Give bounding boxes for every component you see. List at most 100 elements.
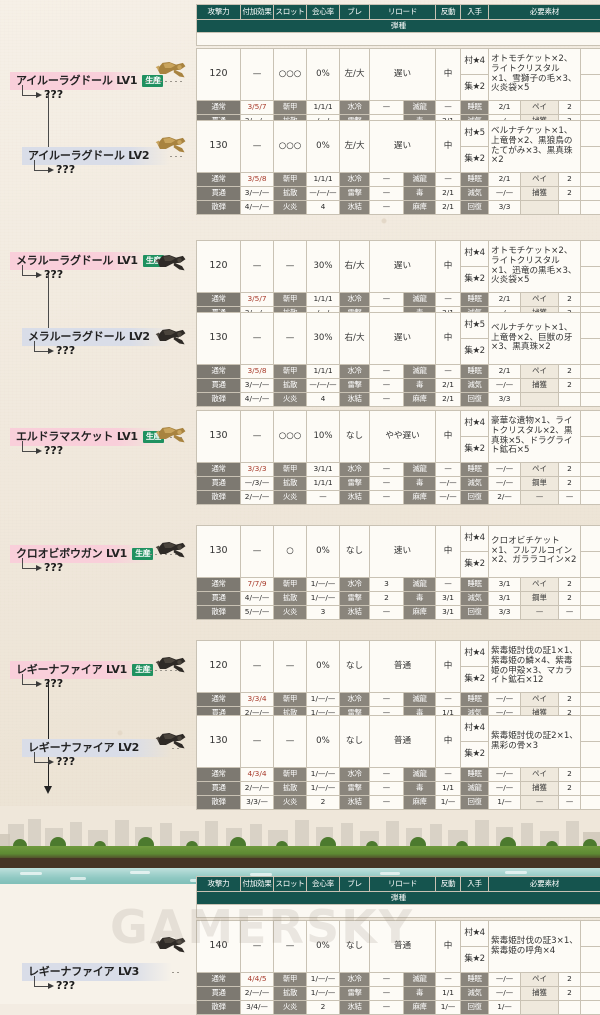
ammo-spacer	[581, 101, 600, 115]
stat-materials: 紫毒姫討伐の証3×1、紫毒姫の呼角×4	[489, 921, 581, 973]
stat-materials: ベルナチケット×1、上竜骨×2、巨獣の牙×3、黒真珠×2	[489, 313, 581, 365]
tree-child-elbow	[34, 976, 48, 987]
stat-obtain-material: —	[581, 339, 600, 365]
ammo-pay-label: —	[521, 796, 559, 810]
ammo-row-2: 散弾 4/—/— 火炎 4 氷結 — 麻痺 2/1 回復 3/3 硬化 1(5)…	[197, 393, 600, 407]
stat-deviation: なし	[340, 526, 370, 578]
tree-arrow-right-icon	[36, 448, 42, 454]
ammo-status-label: 麻痺	[404, 201, 436, 215]
stat-category-material: 龍火竜素材(15)	[581, 921, 600, 947]
ammo-attr-value: —	[370, 393, 404, 407]
ammo-elem-values: —/—/—	[307, 187, 340, 201]
ammo-name: 通常	[197, 173, 241, 187]
stat-rank-village: 村★5	[461, 313, 489, 339]
stat-materials: 紫毒姫討伐の証2×1、黒彩の骨×3	[489, 716, 581, 768]
stat-row: 130 — ○ 0% なし 速い 中 村★4 クロオビチケット×1、フルフルコイ…	[197, 526, 600, 552]
ammo-status2-label: 回復	[461, 796, 489, 810]
ammo-status-label: 滅龍	[404, 693, 436, 707]
tree-arrow-right-icon	[36, 565, 42, 571]
stat-row: 120 — — 0% なし 普通 中 村★4 紫毒姫討伐の証1×1、紫毒姫の鱗×…	[197, 641, 600, 667]
ammo-row-1: 貫通 2/—/— 拡散 1/—/— 雷撃 — 毒 1/1 減気 —/— 捕獲 2…	[197, 987, 600, 1001]
tree-child-unknown: ???	[56, 163, 75, 176]
ammo-attr-value: —	[370, 606, 404, 620]
stat-attack: 120	[197, 641, 241, 693]
stat-materials: クロオビチケット×1、フルフルコイン×2、ガララコイン×2	[489, 526, 581, 578]
tree-leader-line	[172, 972, 182, 973]
stat-reload: 速い	[370, 526, 436, 578]
tree-arrow-down-icon	[44, 786, 52, 794]
ammo-status2-label: 回復	[461, 1001, 489, 1015]
ammo-pay-value: 2	[559, 782, 581, 796]
stat-deviation: 右/大	[340, 241, 370, 293]
ammo-values: 2/—/—	[241, 491, 274, 505]
ammo-elem-values: 1/—/—	[307, 782, 340, 796]
ammo-attr-value: —	[370, 187, 404, 201]
stat-effect: —	[241, 49, 274, 101]
scenery-soil	[0, 858, 600, 868]
ammo-pay-label: ペイ	[521, 973, 559, 987]
weapon-sprite-icon	[154, 130, 188, 156]
ammo-status2-label: 回復	[461, 606, 489, 620]
ammo-status2-label: 回復	[461, 393, 489, 407]
stat-obtain-material: —	[581, 552, 600, 578]
ammo-status-value: 2/1	[436, 393, 461, 407]
tree-child-unknown: ???	[56, 755, 75, 768]
ammo-status2-value: 3/1	[489, 592, 521, 606]
stat-attack: 140	[197, 921, 241, 973]
header-row-2: 弾種 入手素材	[197, 892, 600, 905]
stat-affinity: 0%	[307, 49, 340, 101]
ammo-pay-label	[521, 1001, 559, 1015]
ammo-values: 4/—/—	[241, 592, 274, 606]
ammo-status2-value: 2/1	[489, 365, 521, 379]
stat-rank-village: 村★4	[461, 241, 489, 267]
ammo-elem-values: 3	[307, 606, 340, 620]
ammo-elem-label: 拡散	[274, 592, 307, 606]
ammo-status2-label: 睡眠	[461, 693, 489, 707]
ammo-pay-label: ペイ	[521, 365, 559, 379]
ammo-elem-label: 拡散	[274, 782, 307, 796]
stat-deviation: なし	[340, 411, 370, 463]
ammo-pay-label: ペイ	[521, 173, 559, 187]
stat-effect: —	[241, 526, 274, 578]
stat-rank-village: 村★4	[461, 49, 489, 75]
ammo-elem-label: 斬甲	[274, 293, 307, 307]
stat-deviation: なし	[340, 716, 370, 768]
ammo-status2-value: 3/3	[489, 606, 521, 620]
ammo-spacer	[581, 973, 600, 987]
ammo-status-label: 滅龍	[404, 768, 436, 782]
ammo-values: 4/4/5	[241, 973, 274, 987]
block-wrap-4: 130 — ○○○ 10% なし やや遅い 中 村★4 豪華な遺物×1、ライトク…	[196, 410, 600, 505]
stat-attack: 130	[197, 121, 241, 173]
stat-obtain-material: —	[581, 742, 600, 768]
tree-arrow-right-icon	[36, 92, 42, 98]
stat-affinity: 0%	[307, 921, 340, 973]
stat-category-material: —	[581, 313, 600, 339]
ammo-elem-label: 拡散	[274, 987, 307, 1001]
stat-rank-village: 村★5	[461, 121, 489, 147]
stat-rank-hub: 集★2	[461, 339, 489, 365]
stat-recoil: 中	[436, 49, 461, 101]
ammo-status2-value: —/—	[489, 693, 521, 707]
stat-attack: 120	[197, 49, 241, 101]
ammo-row-1: 貫通 2/—/— 拡散 1/—/— 雷撃 — 毒 1/1 滅龍 —/— 捕獲 2…	[197, 782, 600, 796]
ammo-spacer	[581, 693, 600, 707]
ammo-name: 貫通	[197, 379, 241, 393]
stat-row: 140 — — 0% なし 普通 中 村★4 紫毒姫討伐の証3×1、紫毒姫の呼角…	[197, 921, 600, 947]
tree-child-unknown: ???	[44, 88, 63, 101]
stat-recoil: 中	[436, 411, 461, 463]
tree-leader-line	[145, 81, 182, 82]
header-cell-5: リロード	[370, 877, 436, 892]
ammo-elem-label: 拡散	[274, 477, 307, 491]
ammo-values: 3/3/4	[241, 693, 274, 707]
ammo-status2-label: 減気	[461, 187, 489, 201]
ammo-elem-label: 斬甲	[274, 578, 307, 592]
header-cell-8: 必要素材	[489, 5, 600, 20]
stat-materials: ベルナチケット×1、上竜骨×2、黒狼鳥のたてがみ×3、黒真珠×2	[489, 121, 581, 173]
ammo-status2-value: 2/—	[489, 491, 521, 505]
ammo-status-label: 滅龍	[404, 173, 436, 187]
tree-arrow-right-icon	[36, 681, 42, 687]
ammo-status-label: 毒	[404, 379, 436, 393]
tree-child-unknown: ???	[44, 561, 63, 574]
weapon-block-eldora-musket-lv1: 130 — ○○○ 10% なし やや遅い 中 村★4 豪華な遺物×1、ライトク…	[196, 410, 600, 505]
